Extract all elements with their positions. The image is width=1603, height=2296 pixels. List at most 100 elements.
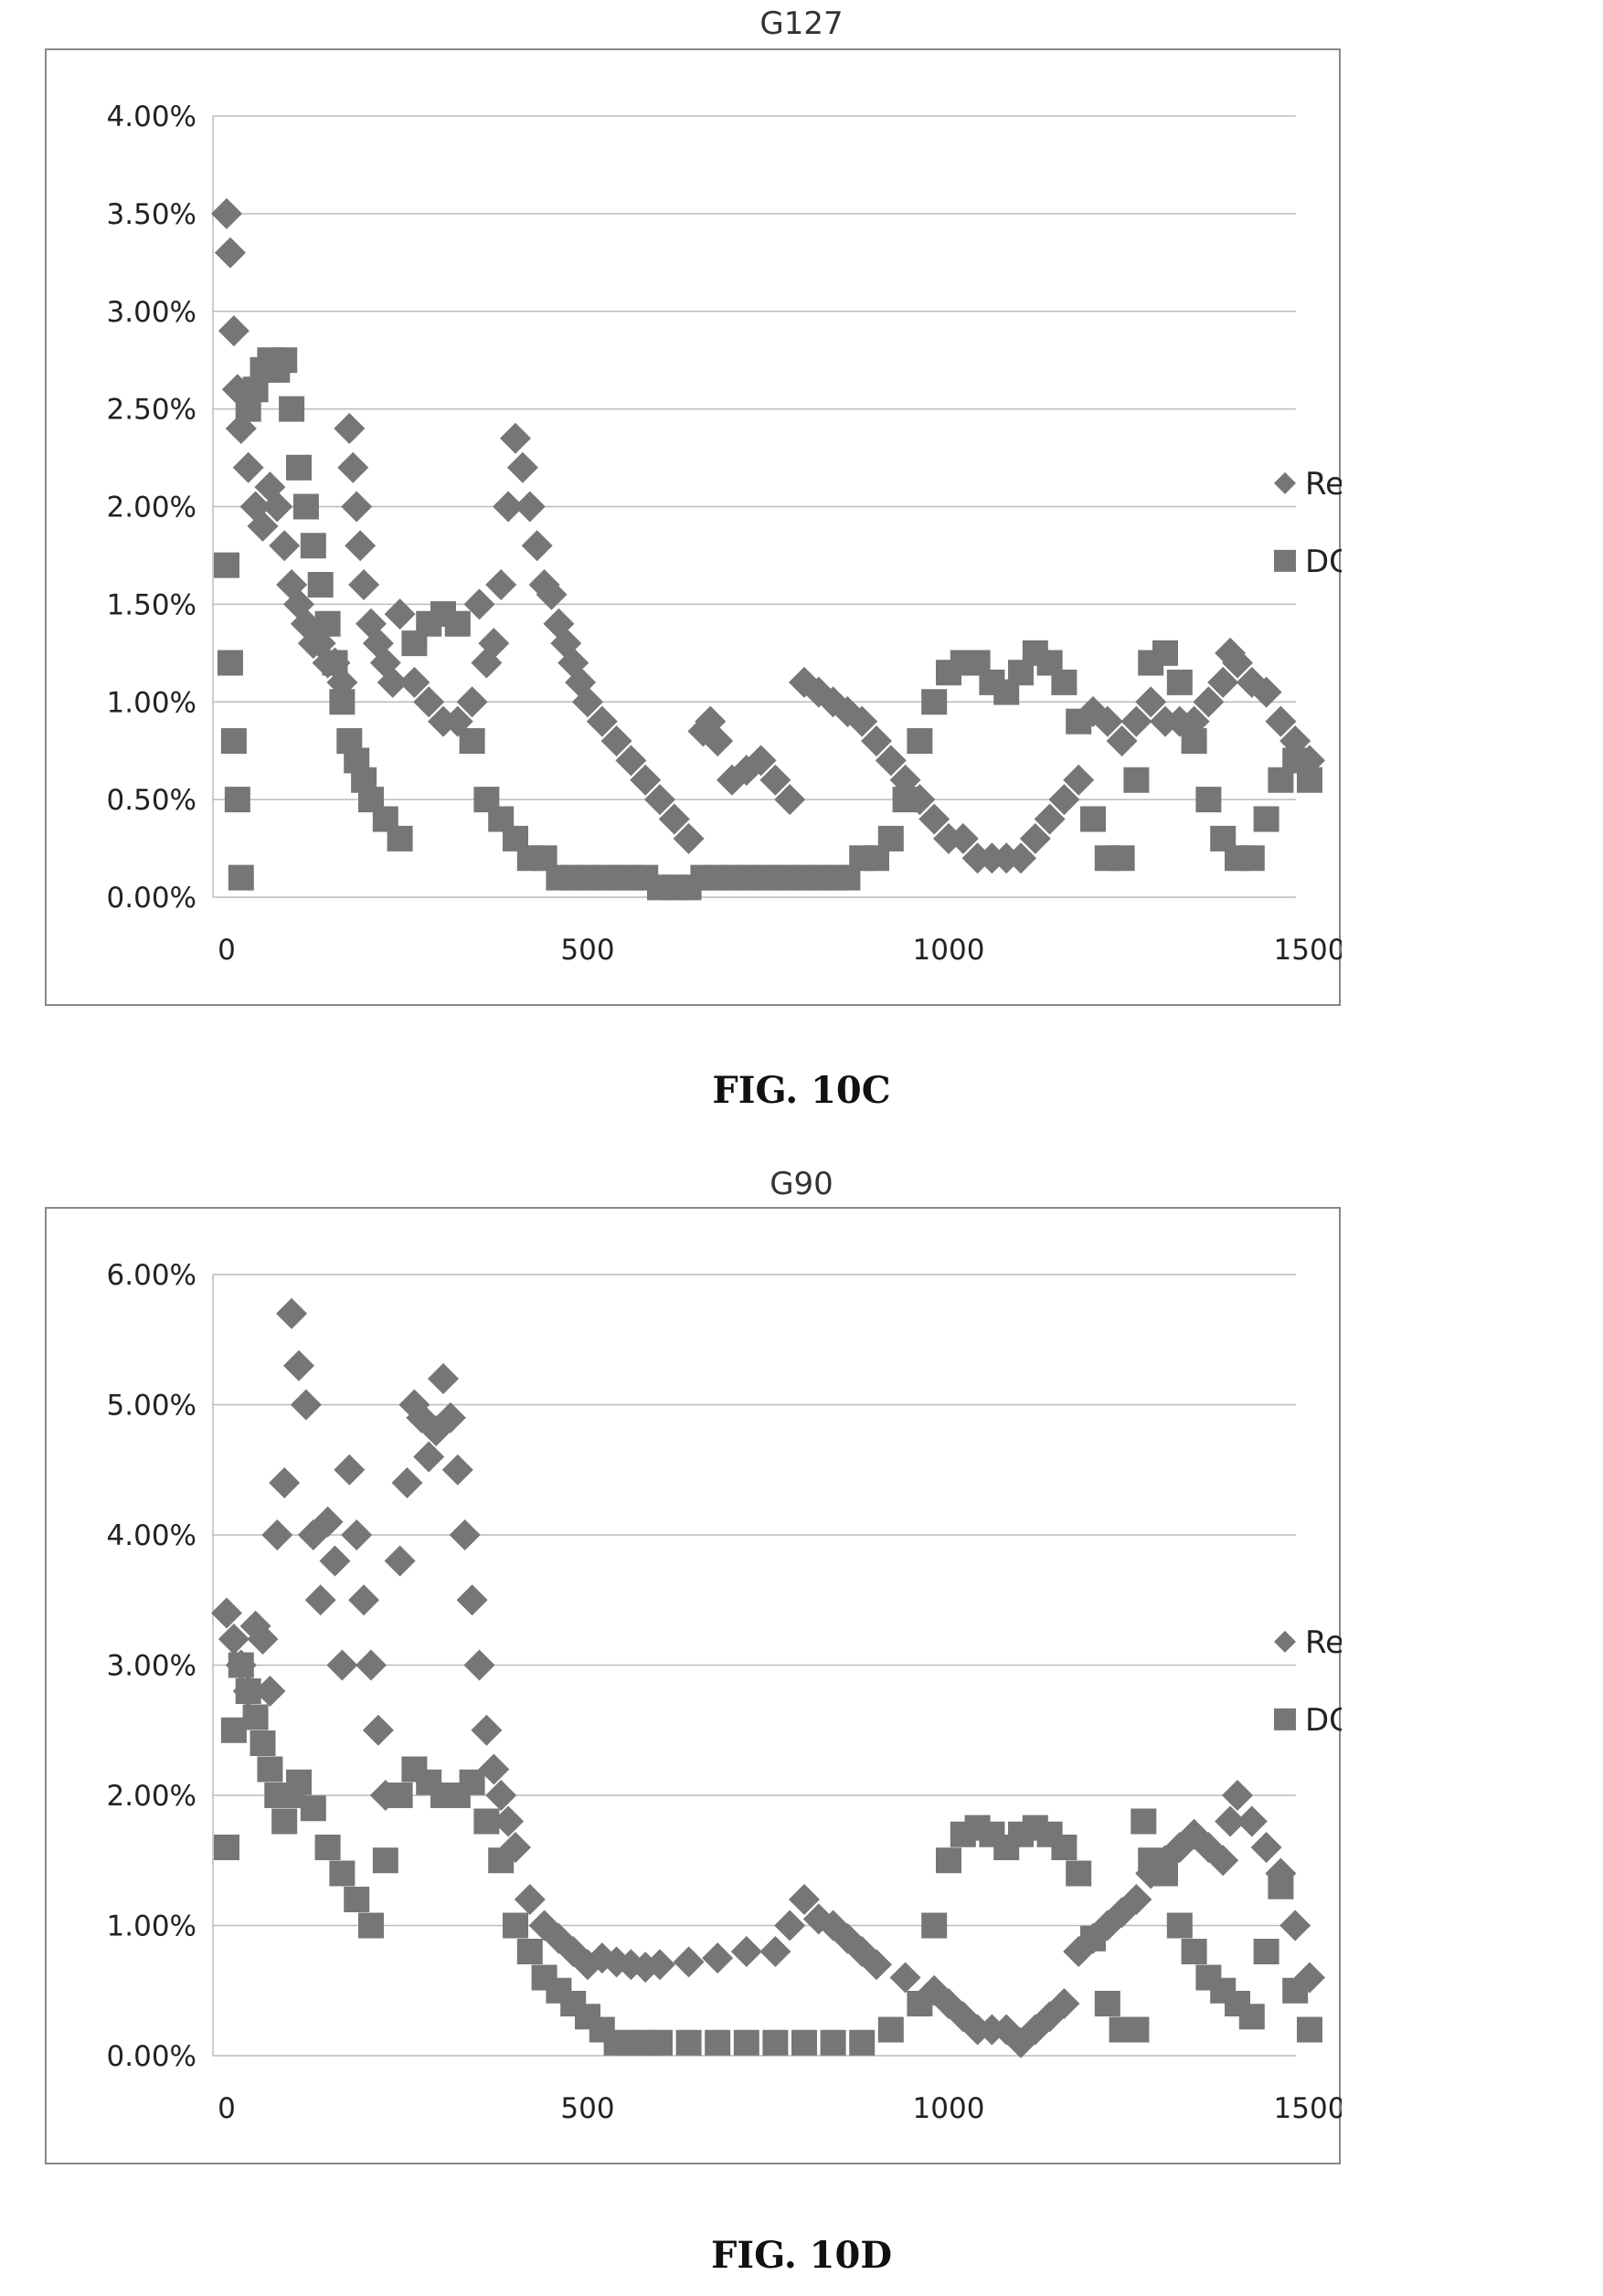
chart-1-doe-point-24 [387, 825, 413, 852]
chart-1-series-diamond [211, 197, 1325, 874]
chart-2-doe-point-41 [820, 2029, 846, 2056]
chart-2-doe-point-23 [473, 1808, 500, 1835]
chart-2-ref-point-21 [362, 1714, 394, 1746]
chart-1-doe-point-14 [300, 533, 326, 559]
chart-1-ref-point-70 [861, 725, 892, 757]
chart-1-doe-point-70 [1051, 669, 1078, 695]
chart-1-doe-point-3 [224, 787, 250, 813]
chart-1-ref-point-55 [658, 803, 690, 835]
chart-1-doe-point-29 [459, 728, 485, 754]
chart-1-ref-point-44 [536, 578, 568, 610]
chart-2-ref-point-13 [304, 1584, 336, 1616]
chart-1-doe-point-15 [307, 572, 334, 598]
chart-1-ref-point-34 [463, 588, 495, 620]
chart-1-doe-point-10 [271, 347, 298, 374]
chart-2-ref-point-9 [276, 1297, 308, 1329]
chart-2-ref-point-53 [759, 1936, 791, 1967]
chart-1-ref-point-84 [1063, 764, 1095, 796]
chart-2-ref-point-49 [644, 1949, 675, 1981]
chart-1-ref-point-94 [1207, 666, 1239, 698]
chart-2-doe-point-5 [249, 1730, 276, 1756]
chart-2-ref-point-88 [1279, 1910, 1311, 1942]
chart-2-ref-point-7 [261, 1519, 293, 1550]
chart-1-doe-point-74 [1109, 845, 1135, 872]
chart-2-doe-point-2 [228, 1652, 254, 1678]
chart-2-ref-point-55 [789, 1884, 820, 1915]
chart-1-ref-point-52 [615, 745, 647, 777]
chart-2-doe-point-70 [1268, 1873, 1294, 1899]
chart-1-doe-point-61 [921, 689, 948, 715]
chart-1-doe-point-18 [329, 689, 356, 715]
chart-1-ref-point-82 [1034, 803, 1066, 835]
chart-1-ref-point-1 [214, 237, 246, 269]
chart-2-doe-point-71 [1282, 1977, 1309, 2004]
chart-2-ref-point-11 [290, 1389, 322, 1421]
chart-2-doe-point-26 [516, 1939, 543, 1964]
chart-1-ref-point-22 [345, 530, 377, 562]
chart-2-doe-point-37 [705, 2029, 731, 2056]
chart-2-doe-point-63 [1166, 1912, 1193, 1939]
chart-1-ref-point-7 [247, 510, 279, 542]
chart-1-doe-point-12 [286, 454, 312, 481]
chart-1-ref-point-0 [211, 197, 242, 229]
chart-2-y-tick-label-1: 1.00% [107, 1910, 196, 1943]
chart-1-doe-point-16 [314, 610, 341, 637]
chart-1-ref-point-71 [875, 745, 907, 777]
chart-1-ref-point-36 [478, 628, 510, 660]
chart-2-doe-point-42 [849, 2029, 876, 2056]
chart-1-doe-point-28 [444, 610, 471, 637]
chart-1-ref-point-5 [232, 451, 264, 483]
chart-1-ref-point-54 [644, 784, 675, 816]
chart-1-ref-point-86 [1091, 705, 1123, 737]
chart-1-y-tick-label-0: 0.00% [107, 882, 196, 915]
chart-1-ref-point-76 [947, 822, 979, 854]
chart-2-ref-point-54 [774, 1910, 806, 1942]
chart-2-ref-point-60 [861, 1949, 892, 1981]
chart-2-ref-point-27 [413, 1441, 445, 1473]
chart-2-ref-point-5 [247, 1624, 279, 1655]
chart-1-ref-point-19 [334, 413, 366, 444]
chart-2-doe-point-69 [1253, 1939, 1279, 1964]
chart-2-doe-point-44 [907, 1991, 933, 2016]
chart-1-doe-point-2 [220, 728, 247, 754]
chart-2-doe-point-54 [1051, 1835, 1078, 1860]
chart-2-ref-point-35 [471, 1714, 503, 1746]
chart-2-ref-point-61 [889, 1962, 921, 1994]
chart-1-doe-point-1 [217, 650, 243, 676]
chart-1-ref-point-98 [1250, 676, 1282, 708]
chart-2-doe-point-62 [1152, 1860, 1178, 1887]
chart-2-plot: 0.00% 1.00% 2.00% 3.00% 4.00% 5.00% 6.00% 0 500 1… [45, 1207, 1342, 2164]
chart-2-doe-point-17 [387, 1783, 413, 1808]
chart-2-x-tick-label-3: 1500 [1274, 2092, 1342, 2125]
figure-2-caption: FIG. 10D [710, 2234, 893, 2277]
chart-1-y-tick-label-6: 3.00% [107, 296, 196, 329]
chart-1-doe-point-80 [1195, 787, 1222, 813]
chart-1-doe-point-79 [1181, 728, 1207, 754]
chart-1-ref-point-56 [673, 822, 705, 854]
chart-2-title: G90 [770, 1166, 833, 1202]
chart-1-legend-ref-marker [1274, 471, 1296, 494]
chart-2-y-tick-label-2: 2.00% [107, 1780, 196, 1813]
chart-2-ref-point-71 [1048, 1988, 1080, 2019]
chart-1-ref-point-63 [759, 764, 791, 796]
chart-1-ref-point-83 [1048, 784, 1080, 816]
chart-1-ref-point-39 [500, 422, 531, 454]
chart-1-doe-point-84 [1253, 806, 1279, 832]
chart-2-doe-point-40 [791, 2029, 817, 2056]
chart-2-doe-point-38 [733, 2029, 759, 2056]
chart-1-x-tick-label-1: 500 [560, 934, 614, 967]
chart-2-ref-point-40 [514, 1884, 546, 1915]
chart-2-ref-point-32 [449, 1519, 481, 1550]
chart-2-doe-point-72 [1297, 2016, 1322, 2043]
chart-1-ref-point-64 [774, 784, 806, 816]
chart-2-ref-point-50 [673, 1946, 705, 1978]
chart-2-doe-point-1 [220, 1717, 247, 1743]
chart-2-ref-point-30 [434, 1402, 466, 1434]
chart-1-ref-point-23 [348, 569, 380, 600]
chart-1-y-tick-label-7: 3.50% [107, 198, 196, 231]
chart-2-legend-doe-marker [1274, 1708, 1296, 1730]
chart-1-ref-point-96 [1222, 647, 1253, 679]
chart-2-doe-point-64 [1181, 1939, 1207, 1964]
chart-1-ref-point-59 [702, 725, 734, 757]
chart-1-doe-point-59 [892, 787, 918, 813]
